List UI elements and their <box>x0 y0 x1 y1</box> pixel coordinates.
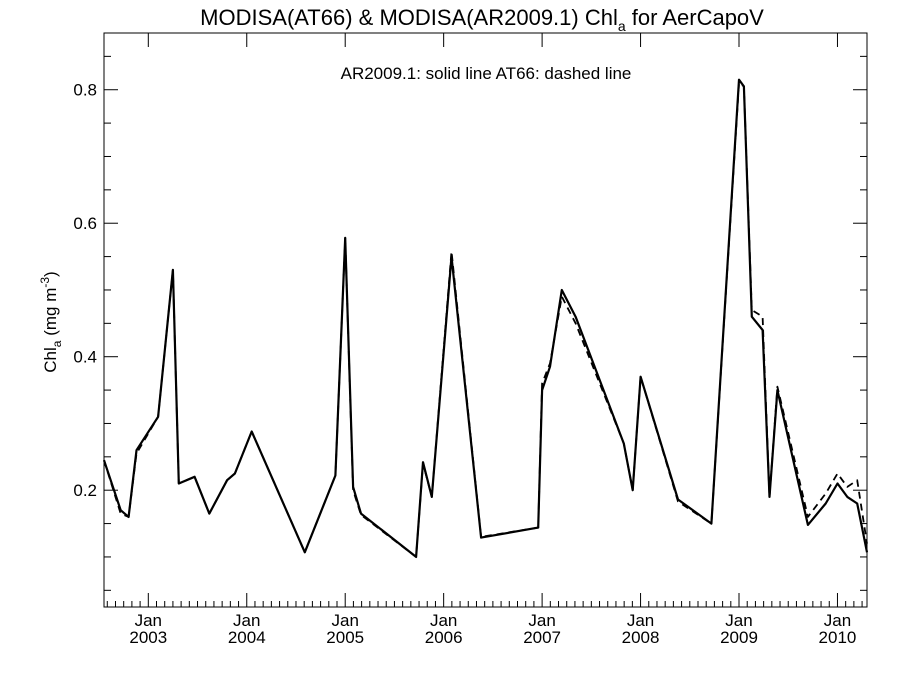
series-line-ar2009-1 <box>102 78 869 559</box>
x-tick-month: Jan <box>528 611 555 630</box>
x-tick-month: Jan <box>725 611 752 630</box>
x-tick-month: Jan <box>331 611 358 630</box>
y-axis-label: Chla (mg m-3) <box>38 271 64 372</box>
x-tick-month: Jan <box>430 611 457 630</box>
plot-frame <box>103 32 868 608</box>
x-tick-month: Jan <box>627 611 654 630</box>
x-tick-year: 2009 <box>720 628 758 647</box>
x-tick-month: Jan <box>135 611 162 630</box>
line-style-annotation: AR2009.1: solid line AT66: dashed line <box>341 64 632 83</box>
x-tick-year: 2003 <box>129 628 167 647</box>
x-tick-year: 2006 <box>425 628 463 647</box>
axis-ticks <box>104 33 867 607</box>
x-tick-year: 2004 <box>228 628 266 647</box>
y-tick-label: 0.8 <box>73 81 97 100</box>
data-series <box>102 78 869 559</box>
x-tick-month: Jan <box>233 611 260 630</box>
x-tick-year: 2007 <box>523 628 561 647</box>
y-tick-label: 0.4 <box>73 348 97 367</box>
y-tick-label: 0.6 <box>73 214 97 233</box>
y-tick-label: 0.2 <box>73 481 97 500</box>
x-tick-year: 2008 <box>622 628 660 647</box>
chart-title: MODISA(AT66) & MODISA(AR2009.1) Chla for… <box>200 5 764 34</box>
x-tick-month: Jan <box>824 611 851 630</box>
series-line-at66 <box>103 82 868 558</box>
x-tick-year: 2005 <box>326 628 364 647</box>
x-tick-year: 2010 <box>819 628 857 647</box>
tick-labels: 0.20.40.60.8Jan2003Jan2004Jan2005Jan2006… <box>73 81 856 647</box>
